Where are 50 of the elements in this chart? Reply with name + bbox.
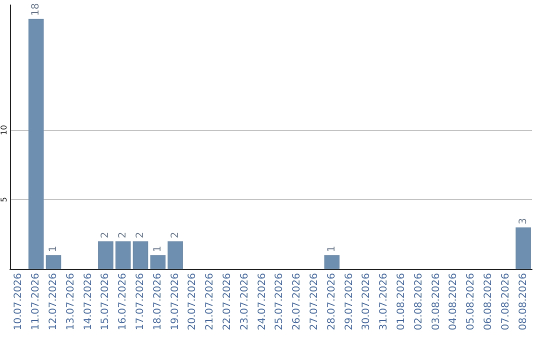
x-tick-label: 28.07.2026 (326, 273, 338, 330)
x-tick-label: 06.08.2026 (483, 273, 494, 330)
x-tick-label: 01.08.2026 (396, 273, 407, 330)
x-tick-label: 20.07.2026 (187, 273, 198, 330)
data-label: 1 (48, 246, 59, 252)
data-label: 3 (518, 218, 529, 224)
x-tick-label: 17.07.2026 (135, 273, 146, 330)
x-tick-label: 15.07.2026 (100, 273, 112, 330)
x-tick-label: 08.08.2026 (518, 273, 529, 330)
bar (132, 241, 148, 269)
y-tick-label: 5 (0, 196, 8, 202)
bar (150, 255, 166, 269)
x-tick-label: 18.07.2026 (152, 273, 164, 330)
x-tick-label: 07.08.2026 (500, 273, 512, 330)
x-tick-label: 27.07.2026 (309, 273, 320, 330)
data-label: 1 (152, 246, 164, 252)
x-tick-label: 29.07.2026 (344, 273, 355, 330)
data-label: 1 (326, 246, 338, 252)
x-tick-label: 25.07.2026 (274, 273, 286, 330)
x-tick-label: 21.07.2026 (204, 273, 216, 330)
bar (168, 241, 183, 269)
x-tick-label: 19.07.2026 (170, 273, 181, 330)
bar (46, 255, 62, 269)
bar (115, 241, 131, 269)
x-tick-label: 22.07.2026 (222, 273, 233, 330)
x-tick-label: 31.07.2026 (378, 273, 390, 330)
x-tick-label: 16.07.2026 (118, 273, 129, 330)
x-tick-label: 13.07.2026 (65, 273, 76, 330)
data-label: 2 (100, 232, 112, 238)
bar (324, 255, 340, 269)
x-tick-label: 11.07.2026 (30, 273, 42, 330)
x-tick-label: 24.07.2026 (256, 273, 268, 330)
x-tick-label: 03.08.2026 (430, 273, 442, 330)
x-tick-label: 26.07.2026 (292, 273, 303, 330)
x-tick-label: 14.07.2026 (82, 273, 94, 330)
data-label: 2 (118, 232, 129, 238)
data-label: 2 (135, 232, 146, 238)
x-tick-label: 23.07.2026 (239, 273, 250, 330)
bar (98, 241, 114, 269)
x-tick-label: 10.07.2026 (13, 273, 24, 330)
x-tick-label: 12.07.2026 (48, 273, 59, 330)
x-tick-label: 04.08.2026 (448, 273, 460, 330)
data-label: 18 (30, 3, 42, 16)
bar (516, 227, 531, 269)
x-tick-label: 30.07.2026 (361, 273, 372, 330)
data-label: 2 (170, 232, 181, 238)
x-tick-label: 02.08.2026 (413, 273, 424, 330)
y-tick-label: 10 (0, 124, 8, 136)
bar (28, 18, 44, 269)
x-tick-label: 05.08.2026 (466, 273, 477, 330)
